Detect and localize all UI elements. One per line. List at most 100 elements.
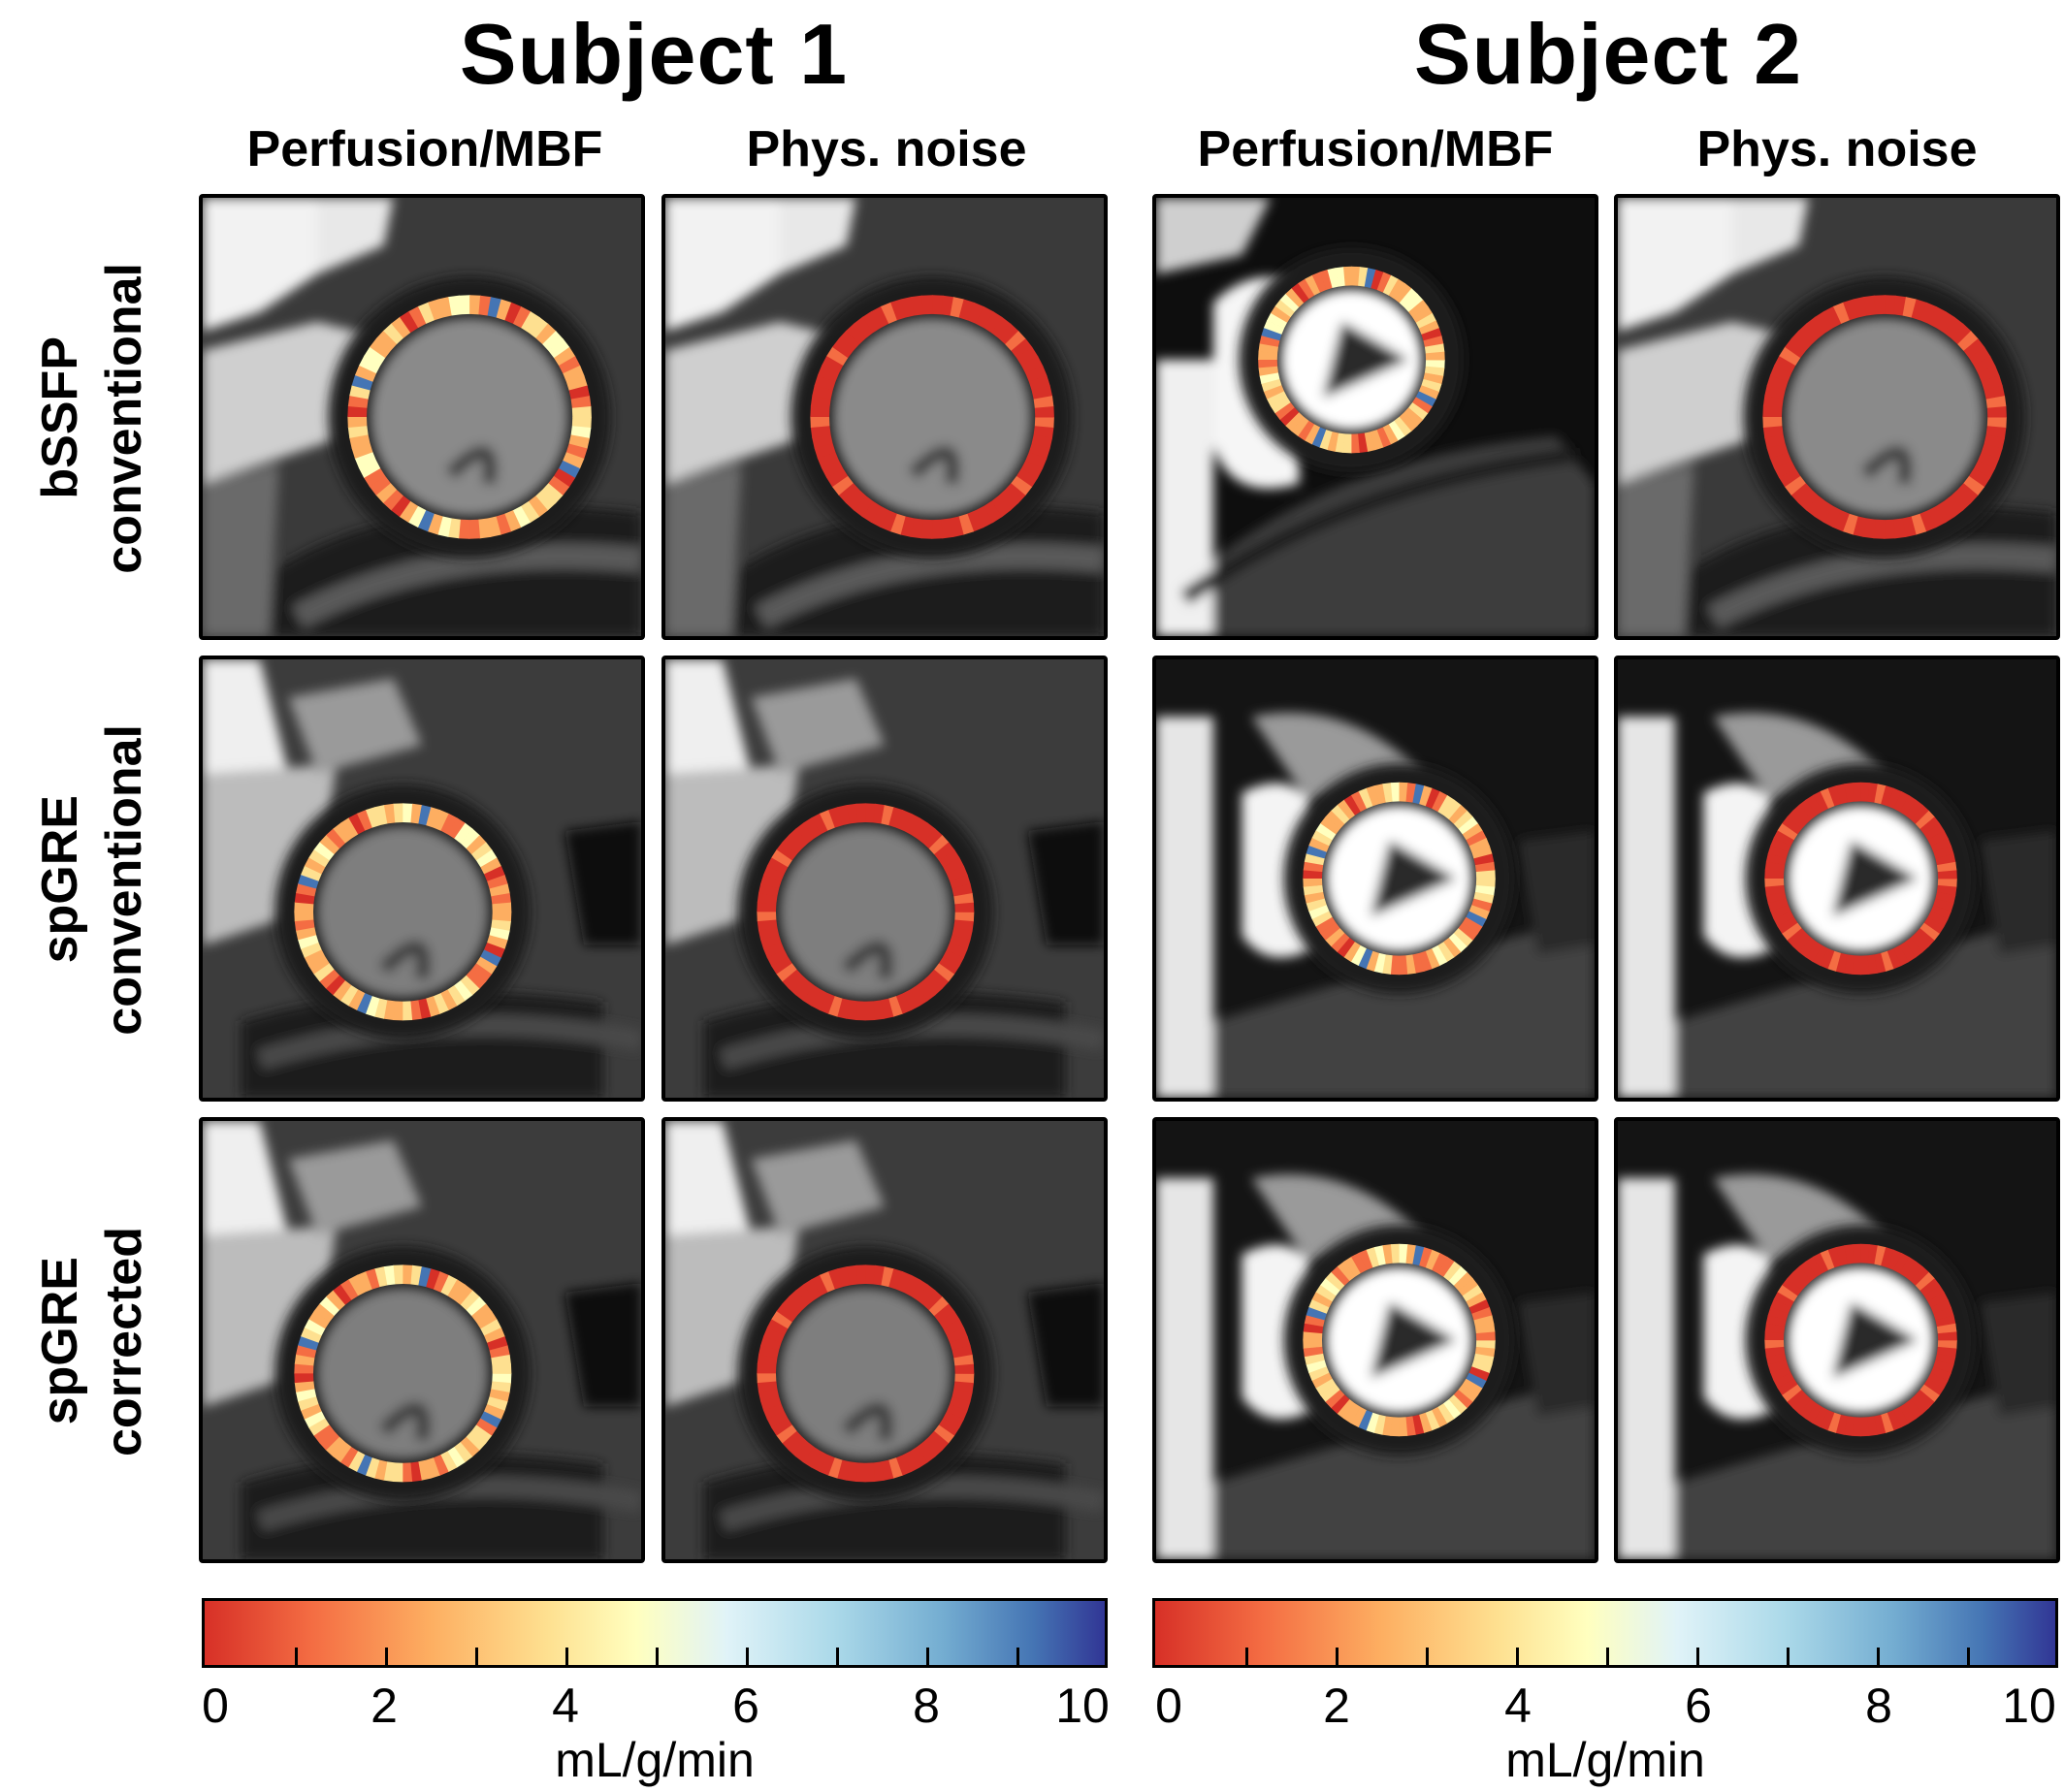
myocardium-segment <box>1327 431 1339 452</box>
myocardium-segment <box>470 963 493 982</box>
myocardium-overlay <box>1764 782 1957 976</box>
myocardium-segment <box>1373 952 1386 974</box>
myocardium-segment <box>1373 1245 1387 1266</box>
myocardium-segment <box>1986 406 2007 418</box>
subject-1-title: Subject 1 <box>459 6 849 102</box>
myocardium-segment <box>1319 269 1333 291</box>
myocardium-segment <box>895 1455 912 1476</box>
myocardium-segment <box>766 1411 789 1428</box>
myocardium-segment <box>881 805 894 826</box>
myocardium-segment <box>1820 947 1835 970</box>
myocardium-segment <box>846 1264 858 1286</box>
myocardium-segment <box>489 1345 510 1359</box>
myocardium-segment <box>821 460 844 478</box>
myocardium-segment <box>332 979 352 1002</box>
myocardium-segment <box>1458 1278 1479 1296</box>
myocardium-segment <box>1394 416 1412 437</box>
myocardium-segment <box>838 330 860 351</box>
myocardium-segment <box>1904 1398 1923 1420</box>
myocardium-segment <box>771 956 792 975</box>
myocardium-segment <box>817 365 840 382</box>
myocardium-segment <box>910 817 928 839</box>
myocardium-segment <box>326 1290 346 1311</box>
myocardium-segment <box>928 835 950 855</box>
myocardium-segment <box>1274 401 1295 420</box>
myocardium-segment <box>1448 1394 1467 1415</box>
mri-image <box>1156 1121 1595 1559</box>
myocardium-segment <box>1331 933 1350 953</box>
myocardium-segment <box>1764 869 1785 879</box>
myocardium-segment <box>1782 922 1802 941</box>
myocardium-segment <box>934 842 955 861</box>
myocardium-segment <box>1860 955 1870 976</box>
panel-s1-spgre-corr-perfusion <box>199 1117 645 1563</box>
myocardium-segment <box>1005 331 1026 352</box>
myocardium-segment <box>794 1441 815 1463</box>
myocardium-segment <box>1880 1412 1894 1433</box>
myocardium-segment <box>822 355 844 374</box>
myocardium-segment <box>1767 845 1789 859</box>
myocardium-segment <box>298 1335 319 1351</box>
myocardium-segment <box>433 993 449 1014</box>
myocardium-segment <box>294 911 314 922</box>
myocardium-segment <box>1769 451 1791 469</box>
myocardium-segment <box>1315 1284 1337 1302</box>
myocardium-segment <box>1315 1378 1337 1395</box>
myocardium-segment <box>489 1389 510 1402</box>
myocardium-segment <box>296 1344 317 1359</box>
row-label-line2: conventional <box>96 262 152 574</box>
myocardium-segment <box>1412 1414 1425 1435</box>
myocardium-segment <box>1285 288 1305 307</box>
myocardium-segment <box>1852 1243 1861 1264</box>
myocardium-segment <box>294 902 314 912</box>
colorbar-2-tick-label: 2 <box>1323 1679 1350 1733</box>
myocardium-segment <box>1762 395 1784 408</box>
myocardium-segment <box>383 803 396 824</box>
myocardium-segment <box>1797 489 1819 511</box>
colorbar-tick <box>836 1648 839 1665</box>
myocardium-segment <box>1765 891 1787 904</box>
myocardium-segment <box>838 482 860 503</box>
myocardium-segment <box>1382 1244 1393 1264</box>
colorbar-tick <box>565 1648 568 1665</box>
myocardium-segment <box>535 323 557 345</box>
myocardium-segment <box>1910 1265 1930 1286</box>
myocardium-segment <box>853 495 874 518</box>
mri-image <box>1618 659 2056 1098</box>
myocardium-segment <box>1787 927 1807 947</box>
myocardium-segment <box>782 834 803 855</box>
myocardium-segment <box>1394 283 1412 304</box>
myocardium-segment <box>1835 952 1848 974</box>
myocardium-segment <box>950 516 964 537</box>
row-label-line1: bSSFP <box>32 336 88 499</box>
myocardium-segment <box>1261 327 1282 341</box>
myocardium-segment <box>922 828 943 849</box>
myocardium-segment <box>1473 853 1495 866</box>
myocardium-segment <box>347 1451 366 1472</box>
myocardium-segment <box>1311 1292 1333 1308</box>
myocardium-segment <box>932 295 944 315</box>
myocardium-segment <box>872 1461 885 1483</box>
myocardium-segment <box>1388 278 1406 300</box>
myocardium-segment <box>471 1303 493 1323</box>
myocardium-segment <box>403 803 413 823</box>
myocardium-segment <box>1343 1256 1362 1277</box>
mri-image <box>203 659 641 1098</box>
myocardium-segment <box>1764 1339 1785 1349</box>
myocardium-segment <box>1867 954 1878 975</box>
myocardium-segment <box>1437 942 1455 963</box>
myocardium-segment <box>483 1403 505 1421</box>
myocardium-segment <box>864 1462 876 1483</box>
myocardium-segment <box>1425 1249 1440 1271</box>
myocardium-segment <box>393 1462 403 1483</box>
myocardium-segment <box>1364 268 1376 289</box>
myocardium-segment <box>1471 898 1493 912</box>
myocardium-segment <box>304 856 326 875</box>
myocardium-segment <box>382 489 403 511</box>
myocardium-segment <box>1930 905 1951 920</box>
myocardium-segment <box>940 518 953 539</box>
myocardium-segment <box>1930 838 1951 853</box>
myocardium-segment <box>1930 1299 1951 1315</box>
myocardium-segment <box>1020 460 1044 479</box>
myocardium-segment <box>1297 420 1315 441</box>
